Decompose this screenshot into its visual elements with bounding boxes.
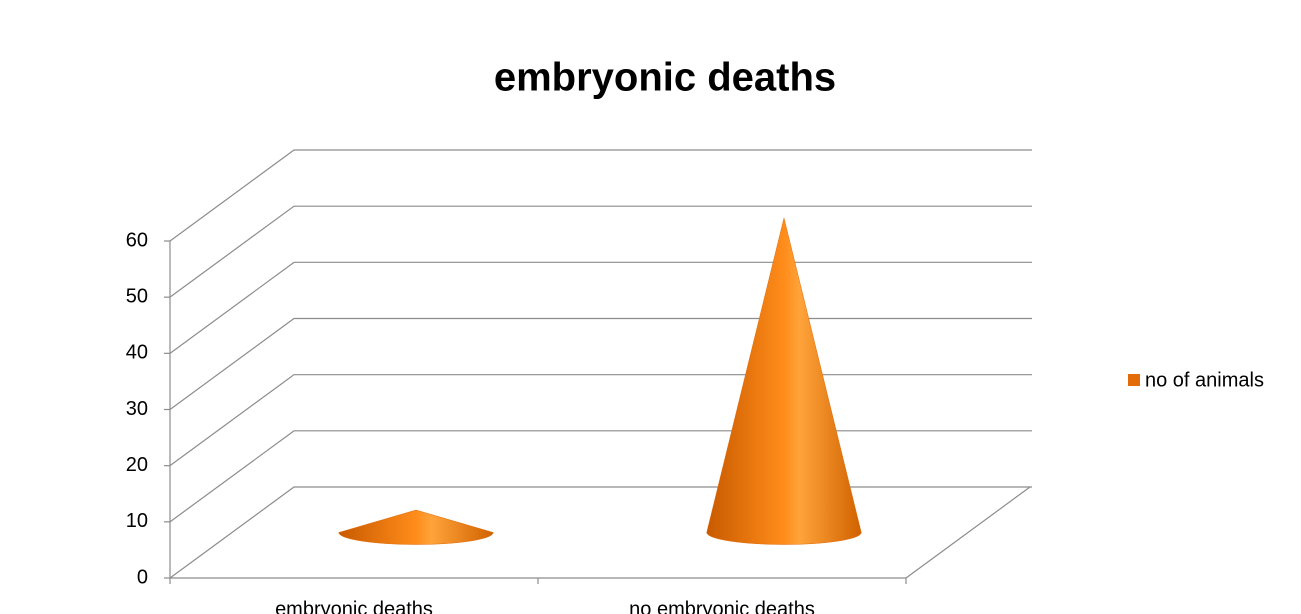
y-tick-label: 20: [126, 454, 148, 476]
y-tick-label: 40: [126, 342, 148, 364]
grid-line: [169, 374, 1032, 467]
y-tick-label: 50: [126, 285, 148, 307]
grid-line: [169, 430, 1032, 523]
grid-line: [169, 149, 1032, 242]
legend-label: no of animals: [1145, 369, 1264, 391]
cone: [338, 509, 494, 545]
y-tick-label: 10: [126, 510, 148, 532]
x-tick-label: no embryonic deaths: [629, 598, 815, 614]
grid-line: [169, 261, 1032, 354]
chart-title: embryonic deaths: [494, 56, 836, 100]
y-tick-label: 30: [126, 398, 148, 420]
cone: [706, 217, 862, 545]
grid-line: [169, 317, 1032, 410]
grid-line: [169, 205, 1032, 298]
x-tick-label: embryonic deaths: [275, 598, 433, 614]
floor: [170, 486, 1031, 579]
legend-swatch: [1128, 374, 1140, 386]
grid-line: [169, 486, 1032, 579]
y-tick-label: 60: [126, 229, 148, 251]
y-tick-label: 0: [137, 566, 148, 588]
